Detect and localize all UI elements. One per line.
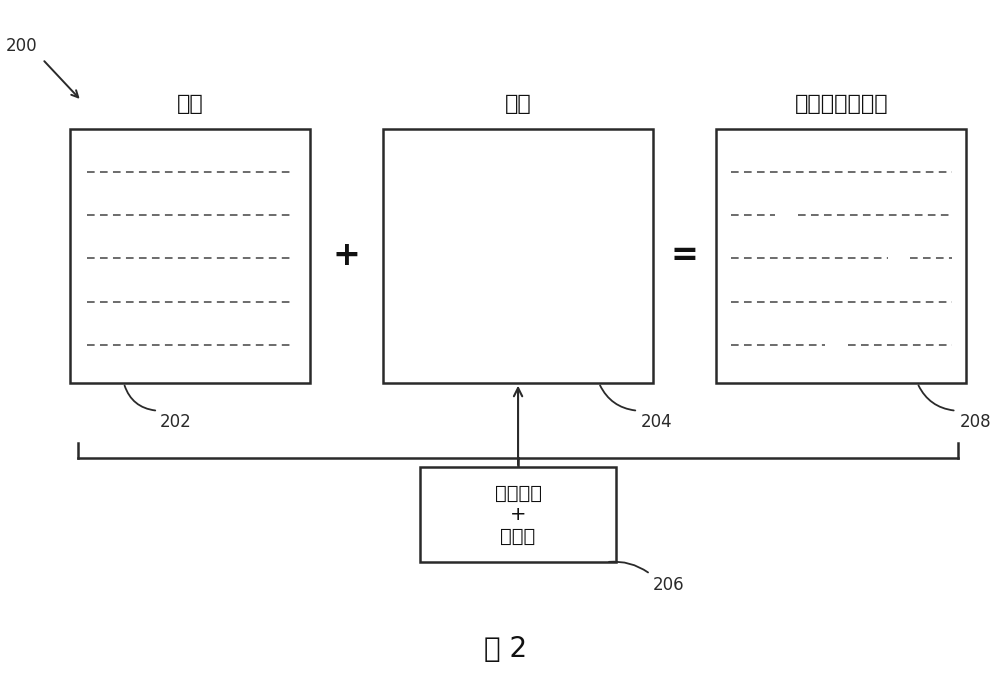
Text: 206: 206 xyxy=(652,576,684,594)
Text: +: + xyxy=(510,505,526,524)
FancyBboxPatch shape xyxy=(420,468,616,562)
Text: 自适应音频混合: 自适应音频混合 xyxy=(795,94,888,114)
Text: 元数据: 元数据 xyxy=(500,527,536,546)
Text: 200: 200 xyxy=(6,37,38,55)
Text: 202: 202 xyxy=(160,413,192,431)
Text: =: = xyxy=(671,239,699,272)
Text: 图 2: 图 2 xyxy=(484,635,527,663)
Text: 204: 204 xyxy=(641,413,673,431)
Text: 声道数据: 声道数据 xyxy=(495,484,542,502)
Text: 对象: 对象 xyxy=(505,94,531,114)
Text: 声道: 声道 xyxy=(176,94,203,114)
FancyBboxPatch shape xyxy=(70,129,310,383)
Text: +: + xyxy=(333,239,361,272)
Text: 208: 208 xyxy=(959,413,991,431)
FancyBboxPatch shape xyxy=(383,129,653,383)
FancyBboxPatch shape xyxy=(716,129,966,383)
